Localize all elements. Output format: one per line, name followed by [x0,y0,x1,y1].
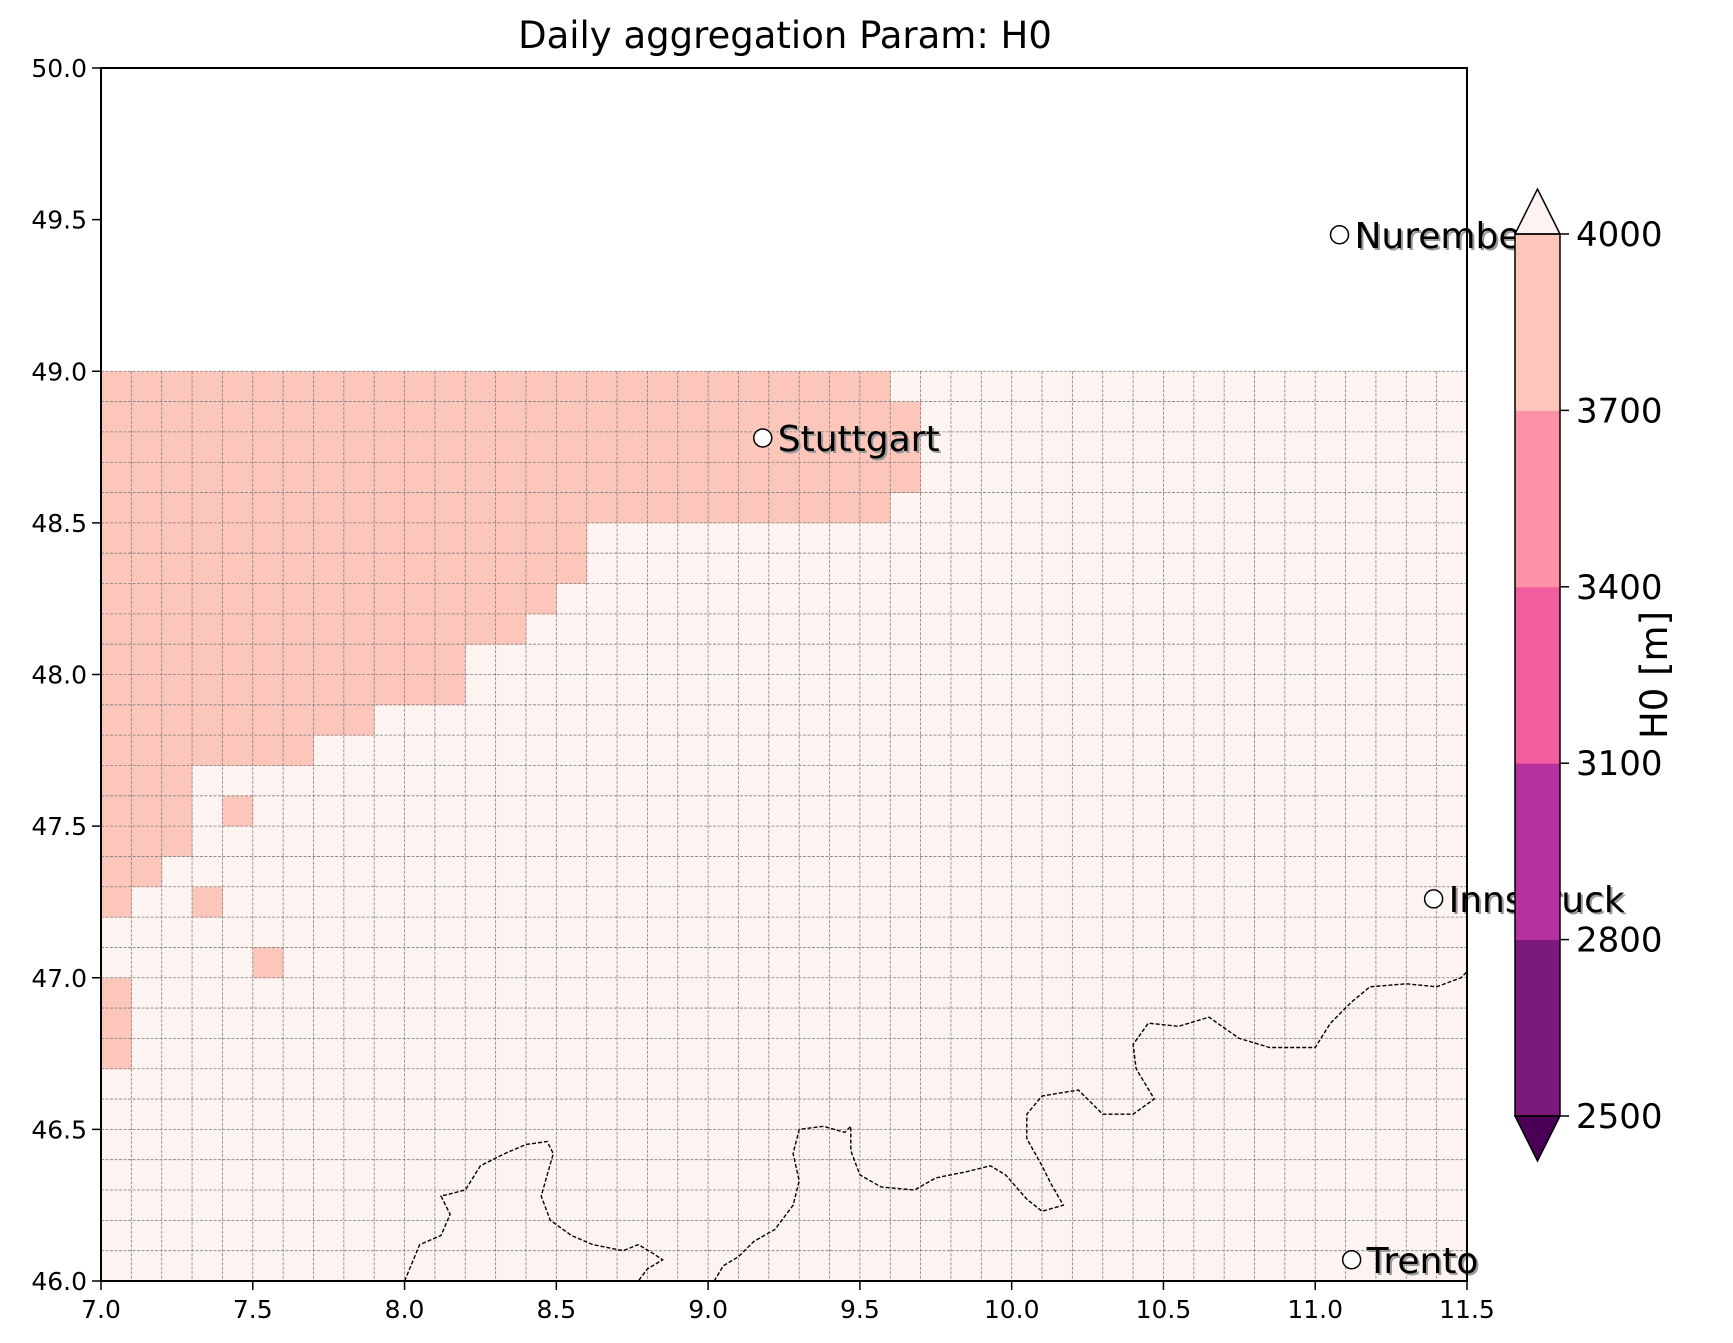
colorbar-segment [1515,586,1560,764]
y-tick-label: 46.5 [31,1115,87,1144]
x-tick-label: 11.5 [1439,1295,1495,1324]
colorbar-ticks: 2500 2800 3100 3400 3700 4000 [1560,215,1663,1137]
city-label-shadow: Stuttgart [780,421,942,462]
high-value-cells [252,947,284,979]
colorbar-under-arrow [1513,1115,1562,1163]
colorbar-over-arrow [1513,187,1562,235]
high-value-cells [101,735,314,766]
colorbar-segment [1515,410,1560,588]
high-value-cells [101,704,375,736]
y-tick-label: 49.5 [31,206,87,235]
colorbar-segment [1515,939,1560,1117]
x-tick-label: 7.5 [233,1295,273,1324]
y-tick-label: 47.5 [31,812,87,841]
x-tick-label: 9.5 [840,1295,880,1324]
y-tick-label: 48.0 [31,661,87,690]
high-value-cells [101,583,557,615]
city-label-shadow: Trento [1368,1243,1481,1284]
colorbar-tick-label: 3700 [1576,391,1663,431]
colorbar: 2500 2800 3100 3400 3700 4000 H0 [m] [1513,187,1676,1163]
colorbar-segment [1515,763,1560,941]
colorbar-segments [1515,234,1560,1117]
city-marker [753,428,773,448]
high-value-cells [192,886,223,918]
x-axis: 7.0 7.5 8.0 8.5 9.0 9.5 10.0 10.5 11.0 11.5 [81,1281,1495,1324]
x-tick-label: 7.0 [81,1295,121,1324]
x-tick-label: 8.0 [385,1295,425,1324]
colorbar-segment [1515,234,1560,411]
city-label: Stuttgart [778,419,940,460]
colorbar-label: H0 [m] [1633,611,1676,739]
high-value-cells [101,886,132,918]
y-tick-label: 48.5 [31,509,87,538]
y-tick-label: 47.0 [31,964,87,993]
colorbar-tick-label: 2800 [1576,921,1663,961]
high-value-cells [101,977,132,1070]
y-tick-label: 50.0 [31,54,87,83]
colorbar-tick-label: 3100 [1576,744,1663,784]
city-label: Trento [1366,1241,1479,1282]
x-tick-label: 8.5 [536,1295,576,1324]
grid-layer [100,370,1468,1282]
colorbar-tick-label: 4000 [1576,215,1663,255]
x-tick-label: 9.0 [688,1295,728,1324]
high-value-cells [222,795,254,827]
colorbar-tick-label: 2500 [1576,1097,1663,1137]
border-line [713,971,1468,1282]
y-tick-label: 46.0 [31,1267,87,1296]
y-axis: 46.0 46.5 47.0 47.5 48.0 48.5 49.0 49.5 50.0 [31,54,101,1296]
x-tick-label: 10.5 [1136,1295,1192,1324]
x-tick-label: 10.0 [984,1295,1040,1324]
x-tick-label: 11.0 [1287,1295,1343,1324]
city-marker [1329,225,1350,245]
high-value-cells [101,401,922,494]
high-value-cells [101,765,193,857]
figure-title: Daily aggregation Param: H0 [518,14,1052,57]
city-marker [1423,889,1444,909]
y-tick-label: 49.0 [31,357,87,386]
colorbar-tick-label: 3400 [1576,568,1663,608]
map-area: NurembergNurembergStuttgartStuttgartInns… [100,67,1627,1284]
country-borders [403,971,1468,1282]
city-marker [1341,1250,1362,1270]
colorbar-frame [1514,233,1561,1117]
border-line [403,1140,664,1282]
